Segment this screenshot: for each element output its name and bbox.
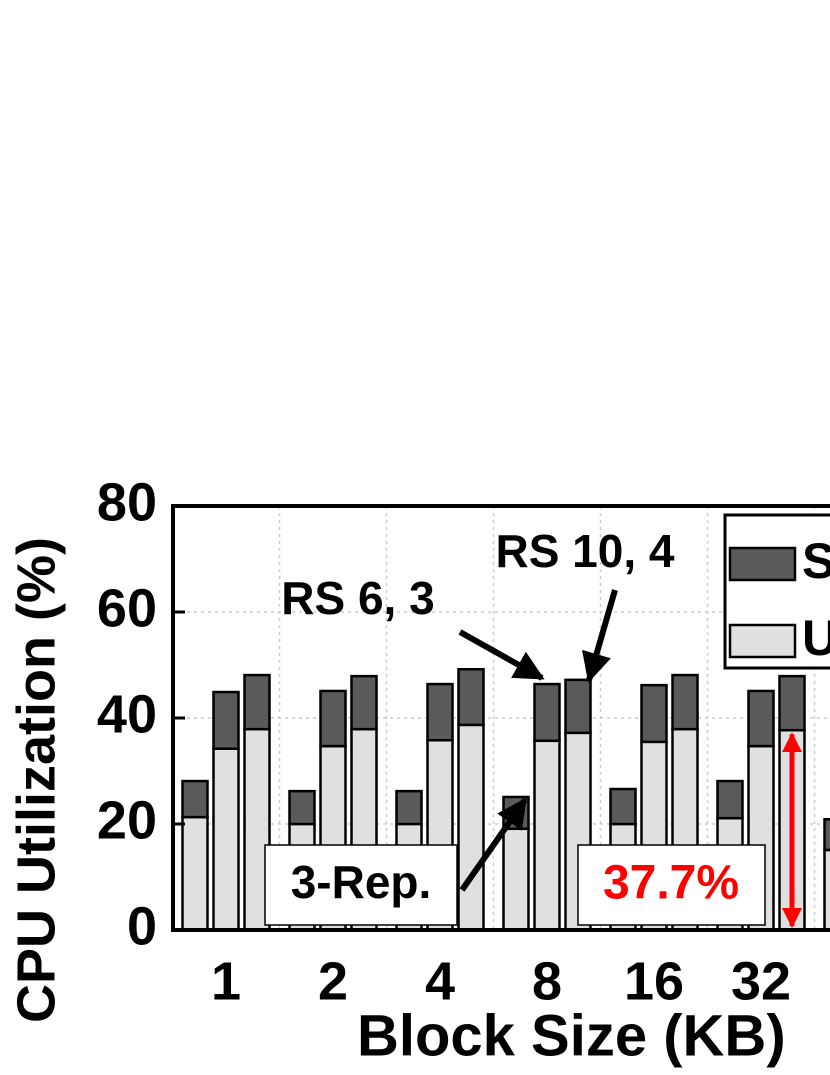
bar-segment <box>212 690 240 750</box>
y-tick-label: 80 <box>97 472 157 532</box>
annotation-box <box>264 844 458 926</box>
y-tick-label: 0 <box>127 896 157 956</box>
annotation: 3-Rep. <box>291 856 432 908</box>
bar-segment <box>533 739 561 932</box>
bar-segment <box>609 787 637 826</box>
x-tick-label: 2 <box>318 951 348 1011</box>
bar-segment <box>350 674 378 731</box>
bar-segment <box>823 817 830 852</box>
bar-segment <box>243 673 271 731</box>
bar-segment <box>671 673 699 731</box>
annotation: 37.7% <box>603 857 739 910</box>
bar-segment <box>395 789 423 826</box>
bar-segment <box>426 682 454 742</box>
x-tick-label: 8 <box>532 951 562 1011</box>
bar-segment <box>243 727 271 932</box>
annotation-box <box>577 844 766 926</box>
bar-segment <box>533 682 561 743</box>
bar-segment <box>747 689 775 748</box>
y-axis-title: CPU Utilization (%) <box>6 537 66 1023</box>
arrow <box>582 589 618 683</box>
bar-segment <box>457 667 485 727</box>
legend-swatch <box>728 546 797 582</box>
y-tick-label: 40 <box>97 684 157 744</box>
x-axis-title: Block Size (KB) <box>357 1003 786 1068</box>
bar-segment <box>564 678 592 735</box>
bar-segment <box>457 723 485 932</box>
legend-label: System <box>802 533 830 589</box>
legend-label: User <box>802 610 830 666</box>
legend-items: System User <box>728 533 830 666</box>
bar-segment <box>823 848 830 932</box>
bar-segment <box>319 689 347 748</box>
arrow <box>458 629 545 681</box>
bar-segment <box>181 815 209 932</box>
bar-segment <box>288 789 316 826</box>
y-tick-label: 60 <box>97 578 157 638</box>
y-tick-label: 20 <box>97 790 157 850</box>
annotation: RS 10, 4 <box>496 525 675 577</box>
bar-segment <box>778 674 806 732</box>
x-tick-label: 16 <box>624 951 684 1011</box>
bar-segment <box>212 747 240 932</box>
annotation: RS 6, 3 <box>281 572 434 624</box>
bar-segment <box>502 827 530 932</box>
x-tick-label: 1 <box>211 951 241 1011</box>
x-tick-label: 32 <box>731 951 791 1011</box>
bar-segment <box>181 779 209 819</box>
legend-swatch <box>728 623 797 659</box>
arrow <box>459 797 528 892</box>
bar-segment <box>640 683 668 744</box>
bar-segment <box>716 779 744 820</box>
x-tick-label: 4 <box>425 951 455 1011</box>
